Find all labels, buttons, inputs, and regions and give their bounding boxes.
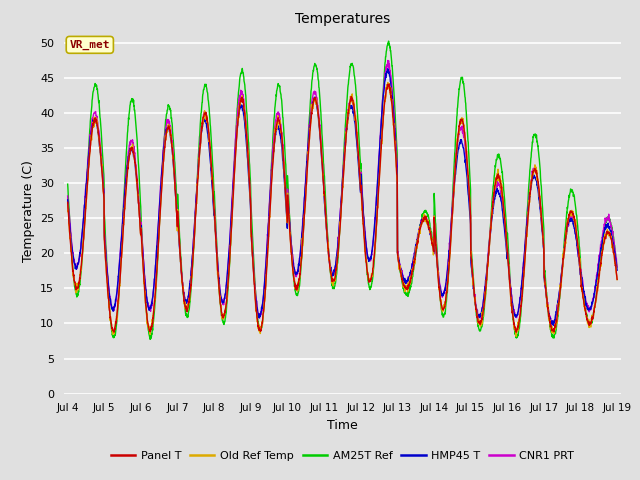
Old Ref Temp: [613, 277, 621, 283]
Old Ref Temp: [512, 334, 520, 339]
Old Ref Temp: [371, 256, 378, 262]
Title: Temperatures: Temperatures: [295, 12, 390, 26]
CNR1 PRT: [550, 322, 557, 327]
Old Ref Temp: [580, 304, 588, 310]
Old Ref Temp: [64, 201, 72, 207]
HMP45 T: [565, 217, 573, 223]
HMP45 T: [580, 293, 588, 299]
HMP45 T: [371, 229, 378, 235]
Line: Old Ref Temp: Old Ref Temp: [68, 83, 617, 336]
CNR1 PRT: [217, 293, 225, 299]
Old Ref Temp: [565, 212, 573, 217]
Line: Panel T: Panel T: [68, 84, 617, 332]
Line: CNR1 PRT: CNR1 PRT: [68, 60, 617, 324]
Panel T: [64, 200, 72, 205]
HMP45 T: [384, 66, 392, 72]
CNR1 PRT: [371, 228, 378, 234]
CNR1 PRT: [384, 58, 392, 63]
X-axis label: Time: Time: [327, 419, 358, 432]
Legend: Panel T, Old Ref Temp, AM25T Ref, HMP45 T, CNR1 PRT: Panel T, Old Ref Temp, AM25T Ref, HMP45 …: [106, 446, 579, 466]
HMP45 T: [502, 244, 510, 250]
Y-axis label: Temperature (C): Temperature (C): [22, 160, 35, 262]
CNR1 PRT: [64, 193, 72, 199]
Line: HMP45 T: HMP45 T: [68, 69, 617, 325]
AM25T Ref: [613, 264, 621, 270]
Old Ref Temp: [502, 235, 510, 241]
Panel T: [217, 305, 225, 311]
Panel T: [371, 255, 378, 261]
Old Ref Temp: [384, 80, 392, 85]
Panel T: [565, 212, 573, 217]
Old Ref Temp: [358, 207, 366, 213]
AM25T Ref: [385, 38, 392, 44]
AM25T Ref: [580, 299, 588, 305]
Panel T: [502, 234, 510, 240]
CNR1 PRT: [502, 236, 510, 242]
CNR1 PRT: [580, 291, 588, 297]
HMP45 T: [613, 267, 621, 273]
Panel T: [358, 204, 366, 209]
AM25T Ref: [358, 192, 366, 197]
Text: VR_met: VR_met: [70, 40, 110, 50]
AM25T Ref: [147, 336, 154, 342]
CNR1 PRT: [565, 217, 573, 223]
CNR1 PRT: [613, 264, 621, 270]
HMP45 T: [217, 294, 225, 300]
Panel T: [385, 81, 393, 87]
AM25T Ref: [64, 181, 72, 187]
AM25T Ref: [218, 309, 225, 314]
HMP45 T: [64, 197, 72, 203]
Line: AM25T Ref: AM25T Ref: [68, 41, 617, 339]
HMP45 T: [549, 323, 557, 328]
HMP45 T: [358, 195, 366, 201]
Panel T: [580, 302, 588, 308]
AM25T Ref: [565, 192, 573, 198]
Panel T: [512, 329, 520, 335]
AM25T Ref: [371, 256, 378, 262]
Old Ref Temp: [217, 306, 225, 312]
Panel T: [613, 276, 621, 282]
AM25T Ref: [502, 222, 510, 228]
CNR1 PRT: [358, 187, 366, 193]
